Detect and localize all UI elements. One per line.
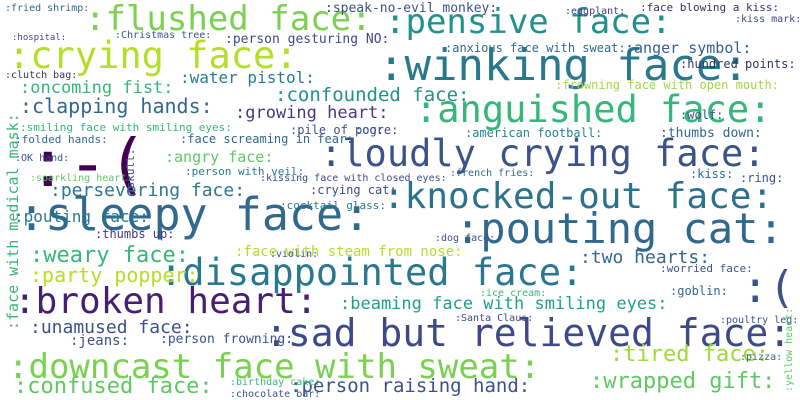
word: :growing heart: — [235, 103, 389, 123]
word: :smiling face with smiling eyes: — [20, 121, 232, 134]
word: :crying face: — [8, 34, 298, 77]
word: :unamused face: — [30, 317, 193, 338]
word: :face blowing a kiss: — [640, 1, 779, 14]
word: :tired face: — [610, 342, 769, 367]
word: :ogre: — [355, 123, 398, 137]
word: :party popper: — [30, 263, 199, 287]
word: :thumbs down: — [660, 126, 762, 141]
word: :anguished face: — [415, 88, 771, 131]
word: :confused face: — [14, 374, 213, 399]
word: :person raising hand: — [290, 375, 530, 397]
word: :kiss mark: — [735, 14, 800, 25]
word: :face screaming in fear: — [180, 132, 353, 146]
word: :clutch bag: — [5, 70, 77, 81]
word: :fried shrimp: — [5, 3, 89, 14]
word: :loudly crying face: — [320, 132, 766, 175]
word: :beaming face with smiling eyes: — [340, 294, 668, 314]
word: :crying cat: — [310, 183, 397, 197]
word: :goblin: — [670, 284, 728, 298]
word: :two hearts: — [580, 247, 710, 268]
word: :ice cream: — [480, 288, 546, 299]
word: :winking face: — [378, 40, 749, 91]
word: :knocked-out face: — [383, 176, 773, 217]
word: :american football: — [465, 126, 602, 140]
word: :persevering face: — [50, 180, 245, 201]
word: :skull: — [124, 149, 137, 195]
word: :Christmas tree: — [115, 30, 211, 41]
word: :water pistol: — [180, 68, 315, 87]
word: :dog face: — [435, 233, 495, 244]
word: :anger symbol: — [625, 39, 751, 57]
word: :downcast face with sweat: — [8, 347, 540, 387]
word: :pizza: — [740, 352, 782, 363]
word: :pouting cat: — [455, 204, 784, 253]
word: :OK hand: — [15, 153, 69, 164]
word: :broken heart: — [14, 281, 317, 322]
word: :wolf: — [680, 108, 723, 122]
word: :folded hands: — [15, 133, 108, 146]
word: :sad but relieved face: — [265, 311, 791, 355]
word: :sparkling heart: — [30, 173, 132, 184]
word: :french fries: — [450, 168, 534, 179]
word: :thumbs up: — [95, 227, 174, 241]
word: :person with veil: — [185, 165, 304, 178]
word: :clapping hands: — [20, 94, 213, 118]
word: :hundred points: — [680, 57, 796, 71]
word: :pouting face: — [14, 207, 149, 226]
word: :flushed face: — [85, 0, 372, 39]
word: :yellow heart: — [784, 308, 795, 392]
word: :oncoming fist: — [20, 78, 174, 98]
word: :person gesturing NO: — [225, 32, 389, 47]
word: :Santa Claus: — [455, 313, 533, 324]
word: :speak-no-evil monkey: — [325, 1, 497, 16]
word: :face with medical mask: — [4, 113, 22, 330]
word: :jeans: — [70, 333, 129, 349]
word: :worried face: — [660, 262, 753, 275]
word: :sleepy face: — [18, 188, 370, 241]
word: :face with steam from nose: — [235, 244, 463, 260]
word: :ring: — [740, 171, 783, 185]
word: :angry face: — [165, 148, 273, 166]
word: :confounded face: — [275, 84, 469, 106]
word: :pensive face: — [385, 2, 672, 42]
word: :( — [742, 262, 795, 313]
word: :wrapped gift: — [590, 369, 775, 394]
word: :kiss: — [690, 167, 733, 181]
word: :hospital: — [12, 33, 66, 43]
word: :-( — [28, 125, 147, 202]
word: :disappointed face: — [160, 251, 583, 294]
word: :weary face: — [30, 243, 189, 268]
word: :eggplant: — [565, 6, 625, 17]
word: :kissing face with closed eyes: — [260, 173, 447, 184]
word: :anxious face with sweat: — [445, 41, 626, 55]
word: :chocolate bar: — [230, 389, 320, 400]
word: :frowning face with open mouth: — [555, 78, 779, 92]
word: :poultry leg: — [720, 315, 798, 326]
word: :person frowning: — [160, 332, 293, 347]
word: :violin: — [270, 249, 318, 260]
word: :pile of poo: — [290, 123, 384, 137]
word: :cocktail glass: — [280, 199, 386, 212]
word: :birthday cake: — [230, 377, 320, 388]
